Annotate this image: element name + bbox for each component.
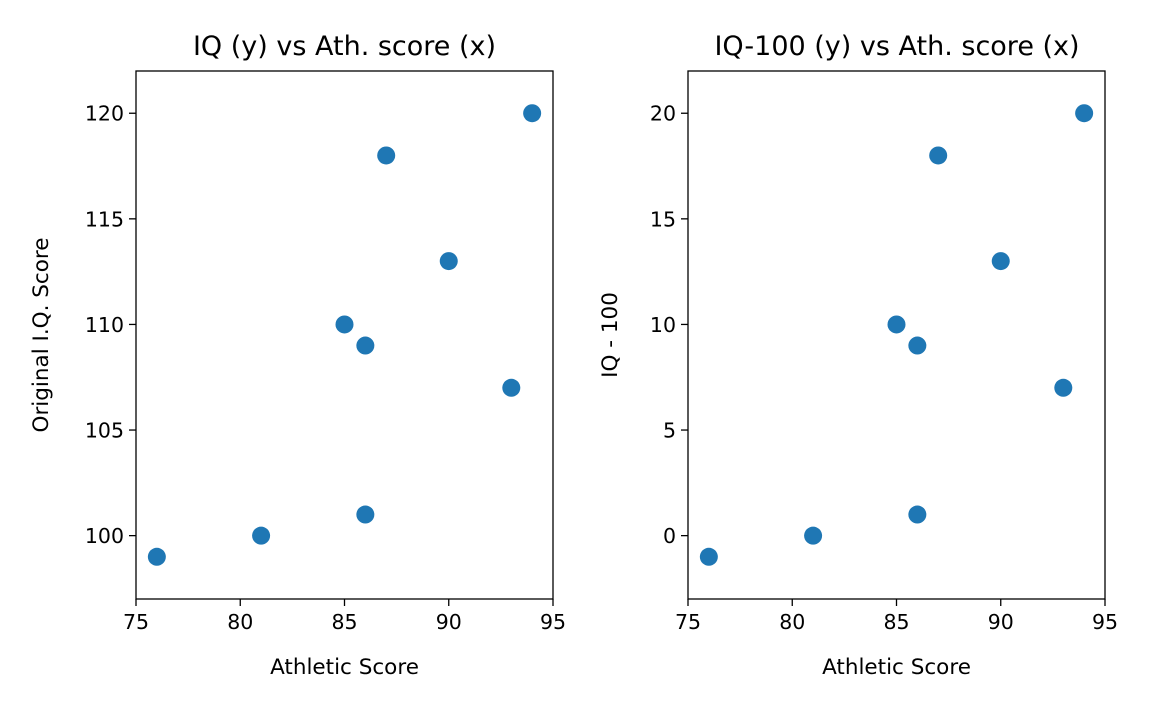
left-data-point [147, 547, 166, 566]
left-data-point [335, 315, 354, 334]
right-x-axis-label: Athletic Score [822, 655, 971, 680]
left-x-tick-label: 85 [331, 610, 357, 634]
right-y-tick-label: 20 [650, 102, 676, 126]
left-data-point [439, 252, 458, 271]
right-data-point [908, 505, 927, 524]
left-y-axis-label: Original I.Q. Score [29, 238, 54, 433]
left-scatter-plot: IQ (y) vs Ath. score (x) 75 80 85 90 95 1001… [29, 31, 566, 680]
right-x-tick-label: 90 [988, 610, 1014, 634]
right-plot-title: IQ-100 (y) vs Ath. score (x) [714, 31, 1079, 62]
left-y-tick-label: 120 [85, 102, 124, 126]
left-x-tick-label: 75 [123, 610, 149, 634]
right-data-point [991, 252, 1010, 271]
left-y-tick-label: 110 [85, 313, 124, 337]
right-data-point [804, 526, 823, 545]
right-x-tick-label: 85 [883, 610, 909, 634]
left-x-ticks: 75 80 85 90 95 [123, 599, 566, 634]
right-x-tick-label: 75 [675, 610, 701, 634]
left-data-point [377, 146, 396, 165]
right-y-tick-label: 10 [650, 313, 676, 337]
left-data-point [356, 336, 375, 355]
right-points [699, 104, 1094, 566]
left-x-axis-label: Athletic Score [270, 655, 419, 680]
left-data-point [502, 378, 521, 397]
right-y-axis-label: IQ - 100 [598, 292, 623, 378]
right-data-point [929, 146, 948, 165]
left-data-point [252, 526, 271, 545]
left-x-tick-label: 90 [436, 610, 462, 634]
left-x-tick-label: 95 [540, 610, 566, 634]
right-data-point [1075, 104, 1094, 123]
left-y-tick-label: 105 [85, 419, 124, 443]
left-points [147, 104, 542, 566]
right-x-ticks: 75 80 85 90 95 [675, 599, 1118, 634]
right-y-tick-label: 15 [650, 207, 676, 231]
right-x-tick-label: 95 [1092, 610, 1118, 634]
right-y-ticks: 0 5 10 15 20 [650, 102, 688, 548]
left-y-tick-label: 100 [85, 524, 124, 548]
right-data-point [908, 336, 927, 355]
right-data-point [699, 547, 718, 566]
left-x-tick-label: 80 [227, 610, 253, 634]
right-y-tick-label: 5 [663, 419, 676, 443]
right-y-tick-label: 0 [663, 524, 676, 548]
left-plot-title: IQ (y) vs Ath. score (x) [193, 31, 496, 62]
left-y-ticks: 100 105 110 115 120 [85, 102, 136, 548]
right-data-point [887, 315, 906, 334]
left-data-point [356, 505, 375, 524]
left-y-tick-label: 115 [85, 207, 124, 231]
right-scatter-plot: IQ-100 (y) vs Ath. score (x) 75 80 85 90 95 … [598, 31, 1118, 680]
left-data-point [523, 104, 542, 123]
right-data-point [1054, 378, 1073, 397]
right-x-tick-label: 80 [779, 610, 805, 634]
